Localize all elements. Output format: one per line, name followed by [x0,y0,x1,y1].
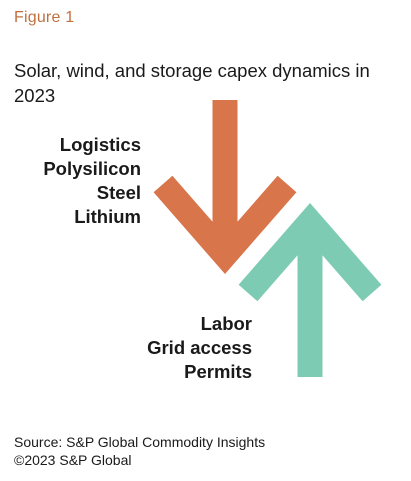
increasing-cost-factors: Labor Grid access Permits [147,312,252,384]
down-arrow-icon [153,100,297,275]
figure-title: Solar, wind, and storage capex dynamics … [14,60,370,106]
copyright-note: ©2023 S&P Global [14,452,132,468]
source-note: Source: S&P Global Commodity Insights [14,434,266,450]
factor-labor: Labor [200,313,252,334]
figure-label: Figure 1 [14,9,75,26]
factor-grid-access: Grid access [147,337,252,358]
factor-polysilicon: Polysilicon [43,158,141,179]
factor-logistics: Logistics [59,134,141,155]
figure-footer: Source: S&P Global Commodity Insights ©2… [14,433,265,469]
decreasing-cost-factors: Logistics Polysilicon Steel Lithium [43,133,141,229]
factor-lithium: Lithium [74,206,141,227]
up-arrow-icon [238,202,382,377]
factor-permits: Permits [184,361,252,382]
factor-steel: Steel [96,182,141,203]
